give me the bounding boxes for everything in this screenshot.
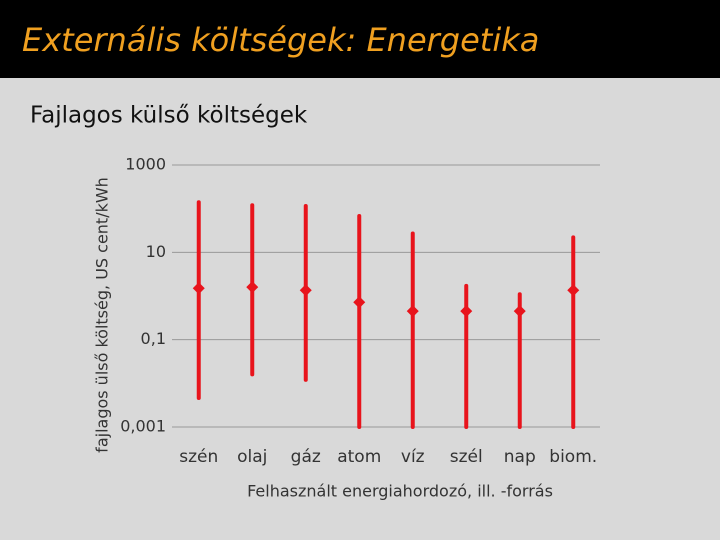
x-tick-label: biom. [549, 447, 597, 467]
central-marker [513, 305, 526, 318]
x-tick-label: atom [337, 447, 381, 467]
central-marker [460, 305, 473, 318]
central-marker [353, 296, 366, 309]
x-axis-label: Felhasznált energiahordozó, ill. -forrás [247, 482, 553, 501]
central-marker [567, 284, 580, 297]
y-axis-label: fajlagos ülső költség, US cent/kWh [93, 177, 112, 453]
x-tick-label: gáz [291, 447, 321, 467]
x-tick-label: nap [504, 447, 536, 467]
slide-title: Externális költségek: Energetika [22, 21, 539, 59]
central-marker [192, 282, 205, 295]
y-tick-label: 0,1 [141, 329, 166, 348]
slide-subtitle: Fajlagos külső költségek [30, 103, 308, 129]
central-marker [246, 281, 259, 294]
header-band [0, 0, 720, 78]
x-tick-label: szén [179, 447, 218, 467]
y-tick-label: 1000 [125, 155, 166, 174]
x-tick-label: szél [450, 447, 483, 467]
y-tick-label: 0,001 [120, 417, 166, 436]
y-tick-label: 10 [146, 242, 166, 261]
x-tick-label: olaj [237, 447, 267, 467]
x-tick-label: víz [401, 447, 425, 467]
central-marker [299, 284, 312, 297]
central-marker [406, 305, 419, 318]
